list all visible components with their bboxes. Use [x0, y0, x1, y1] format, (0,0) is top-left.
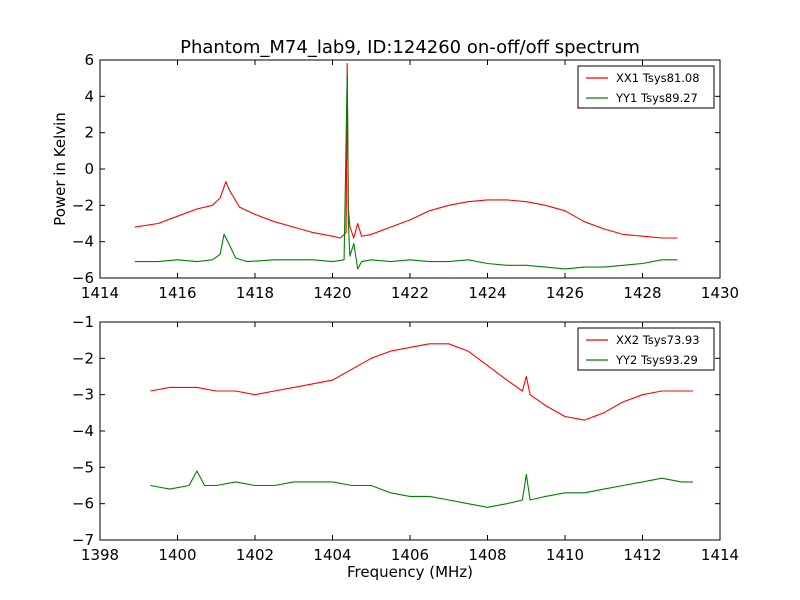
- x-tick-label: 1428: [623, 284, 661, 302]
- legend-box: [577, 327, 715, 371]
- x-tick-label: 1414: [701, 546, 739, 564]
- x-axis-label: Frequency (MHz): [347, 563, 473, 581]
- legend-2: XX2 Tsys73.93 YY2 Tsys93.29: [577, 327, 715, 371]
- y-tick-label: −4: [72, 233, 94, 251]
- x-tick-label: 1416: [158, 284, 196, 302]
- y-tick-label: −2: [72, 349, 94, 367]
- y-tick-label: −3: [72, 386, 94, 404]
- legend-1: XX1 Tsys81.08 YY1 Tsys89.27: [577, 65, 715, 109]
- x-tick-label: 1402: [236, 546, 274, 564]
- series-line-1-2: [134, 73, 678, 270]
- x-tick-label: 1424: [468, 284, 506, 302]
- legend-entry: XX2 Tsys73.93: [616, 333, 700, 347]
- panels: 1414 1416 1418 1420 1422 1424 1426 1428 1430 −6 −4…: [51, 51, 739, 581]
- x-tick-label: 1420: [313, 284, 351, 302]
- chart-panel-1: 1414 1416 1418 1420 1422 1424 1426 1428 1430 −6 −4…: [51, 51, 739, 302]
- x-tick-label: 1404: [313, 546, 351, 564]
- x-tick-label: 1426: [546, 284, 584, 302]
- y-tick-label: −5: [72, 458, 94, 476]
- x-tick-label: 1412: [623, 546, 661, 564]
- legend-entry: XX1 Tsys81.08: [616, 71, 700, 85]
- x-tick-label: 1400: [158, 546, 196, 564]
- x-tick-label: 1418: [236, 284, 274, 302]
- x-tick-label: 1398: [81, 546, 119, 564]
- y-tick-label: −4: [72, 422, 94, 440]
- y-tick-label: 0: [84, 160, 94, 178]
- legend-entry: YY1 Tsys89.27: [615, 91, 698, 105]
- y-tick-label: −6: [72, 269, 94, 287]
- series-line-2-1: [150, 343, 693, 421]
- x-tick-label: 1422: [391, 284, 429, 302]
- y-tick-label: −6: [72, 495, 94, 513]
- chart-panel-2: 1398 1400 1402 1404 1406 1408 1410 1412 1414 −7 −6…: [72, 313, 739, 581]
- x-tick-label: 1406: [391, 546, 429, 564]
- x-tick-label: 1430: [701, 284, 739, 302]
- x-tick-label: 1408: [468, 546, 506, 564]
- x-tick-label: 1414: [81, 284, 119, 302]
- x-tick-label: 1410: [546, 546, 584, 564]
- y-tick-label: −7: [72, 531, 94, 549]
- y-axis-label: Power in Kelvin: [51, 112, 69, 226]
- series-line-1-1: [134, 63, 678, 239]
- chart-title: Phantom_M74_lab9, ID:124260 on-off/off s…: [180, 37, 640, 58]
- legend-box: [577, 65, 715, 109]
- series-line-2-2: [150, 470, 693, 508]
- y-tick-label: 2: [84, 124, 94, 142]
- y-tick-label: 6: [84, 51, 94, 69]
- y-tick-label: −1: [72, 313, 94, 331]
- y-tick-label: 4: [84, 87, 94, 105]
- y-tick-label: −2: [72, 196, 94, 214]
- legend-entry: YY2 Tsys93.29: [615, 353, 698, 367]
